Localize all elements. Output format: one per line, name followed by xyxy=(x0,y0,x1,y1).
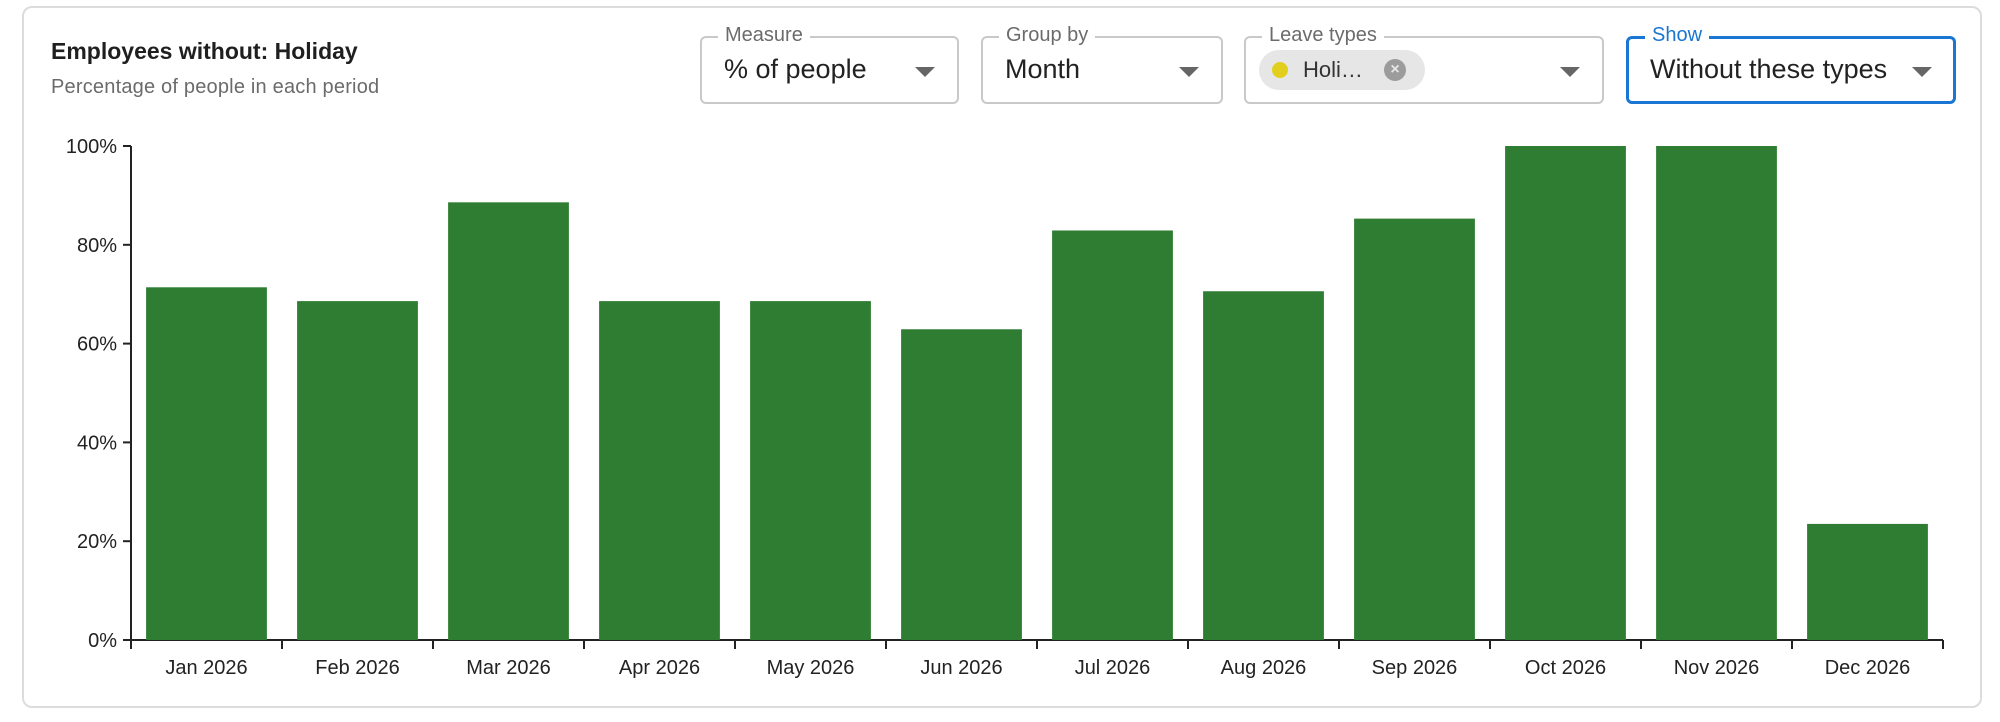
y-axis: 0% 20% 40% 60% 80% 100% xyxy=(66,136,132,652)
x-tick-label: Mar 2026 xyxy=(466,657,551,679)
bar-may-2026[interactable] xyxy=(750,301,871,640)
measure-select[interactable]: Measure % of people xyxy=(700,22,959,104)
x-tick-label: May 2026 xyxy=(767,657,855,679)
show-value: Without these types xyxy=(1650,54,1888,84)
measure-value: % of people xyxy=(724,54,867,84)
holiday-color-dot-icon xyxy=(1272,62,1288,78)
bar-jan-2026[interactable] xyxy=(146,287,267,640)
group-by-select[interactable]: Group by Month xyxy=(981,22,1223,104)
chart-title: Employees without: Holiday xyxy=(51,38,358,64)
bars xyxy=(146,146,1928,641)
leave-types-label: Leave types xyxy=(1262,22,1384,48)
bar-feb-2026[interactable] xyxy=(297,301,418,640)
x-axis: Jan 2026 Feb 2026 Mar 2026 Apr 2026 May 2026… xyxy=(130,639,1944,679)
y-tick-label: 40% xyxy=(77,432,117,454)
x-tick-label: Jan 2026 xyxy=(165,657,247,679)
bar-apr-2026[interactable] xyxy=(599,301,720,640)
bar-nov-2026[interactable] xyxy=(1656,146,1777,640)
group-by-label: Group by xyxy=(999,22,1096,48)
chevron-down-icon[interactable] xyxy=(915,67,935,77)
measure-label: Measure xyxy=(718,22,810,48)
x-tick-label: Jun 2026 xyxy=(920,657,1002,679)
x-tick-label: Apr 2026 xyxy=(619,657,700,679)
x-tick-label: Oct 2026 xyxy=(1525,657,1606,679)
y-tick-label: 60% xyxy=(77,334,117,356)
bar-oct-2026[interactable] xyxy=(1505,146,1626,640)
leave-type-chip-label: Holi… xyxy=(1303,57,1363,82)
x-tick-label: Dec 2026 xyxy=(1825,657,1911,679)
x-tick-label: Sep 2026 xyxy=(1372,657,1458,679)
chevron-down-icon[interactable] xyxy=(1179,67,1199,77)
show-label: Show xyxy=(1645,22,1710,48)
y-tick-label: 0% xyxy=(88,630,117,652)
chevron-down-icon[interactable] xyxy=(1560,67,1580,77)
bar-sep-2026[interactable] xyxy=(1354,218,1475,641)
chevron-down-icon[interactable] xyxy=(1912,67,1932,77)
leave-type-chip[interactable]: Holi… × xyxy=(1259,50,1425,90)
remove-chip-icon[interactable]: × xyxy=(1384,59,1406,81)
y-tick-label: 80% xyxy=(77,235,117,257)
x-tick-label: Feb 2026 xyxy=(315,657,400,679)
bar-dec-2026[interactable] xyxy=(1807,523,1928,640)
bar-aug-2026[interactable] xyxy=(1203,291,1324,640)
x-tick-label: Jul 2026 xyxy=(1075,657,1151,679)
bar-jun-2026[interactable] xyxy=(901,329,1022,640)
chart-subtitle: Percentage of people in each period xyxy=(51,76,380,98)
y-tick-label: 100% xyxy=(66,136,117,158)
y-tick-label: 20% xyxy=(77,531,117,553)
show-select[interactable]: Show Without these types xyxy=(1626,22,1956,104)
x-tick-label: Nov 2026 xyxy=(1674,657,1760,679)
bar-jul-2026[interactable] xyxy=(1052,230,1173,640)
leave-types-select[interactable]: Leave types Holi… × xyxy=(1244,22,1604,104)
bar-mar-2026[interactable] xyxy=(448,202,569,641)
x-tick-label: Aug 2026 xyxy=(1221,657,1307,679)
group-by-value: Month xyxy=(1005,54,1081,84)
